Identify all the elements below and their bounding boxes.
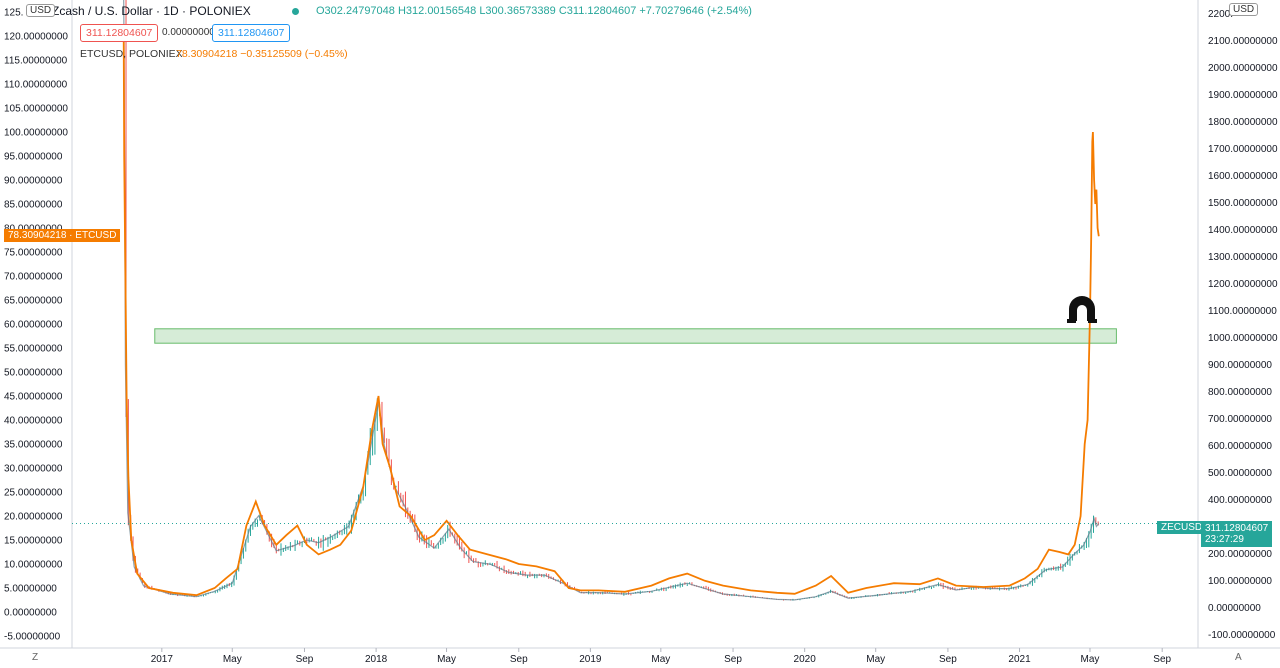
left-tick-label: -5.00000000 xyxy=(4,632,61,643)
time-tick-label: May xyxy=(1081,654,1100,665)
right-tick-label: 2200. xyxy=(1208,9,1233,20)
horseshoe-icon xyxy=(1067,296,1097,323)
time-tick-label: 2017 xyxy=(151,654,174,665)
right-tick-label: 500.00000000 xyxy=(1208,468,1272,479)
resistance-zone[interactable] xyxy=(154,328,1117,344)
etc-price-value: 78.30904218 xyxy=(8,230,67,241)
market-status-dot xyxy=(292,8,299,15)
right-tick-label: 1200.00000000 xyxy=(1208,279,1278,290)
left-tick-label: 85.00000000 xyxy=(4,200,63,211)
left-tick-label: 95.00000000 xyxy=(4,152,63,163)
left-tick-label: 20.00000000 xyxy=(4,512,63,523)
right-tick-label: 900.00000000 xyxy=(1208,360,1272,371)
right-scale-mode-button[interactable]: A xyxy=(1235,652,1242,663)
left-tick-label: 10.00000000 xyxy=(4,560,63,571)
left-tick-label: 40.00000000 xyxy=(4,416,63,427)
left-tick-label: 30.00000000 xyxy=(4,464,63,475)
bar-countdown: 23:27:29 xyxy=(1205,534,1244,545)
left-tick-label: 75.00000000 xyxy=(4,248,63,259)
left-tick-label: 115.00000000 xyxy=(4,56,68,67)
time-tick-label: 2019 xyxy=(579,654,602,665)
time-tick-label: 2021 xyxy=(1008,654,1031,665)
left-tick-label: 70.00000000 xyxy=(4,272,63,283)
ohlc-readout: O302.24797048 H312.00156548 L300.3657338… xyxy=(316,5,752,17)
time-tick-label: Sep xyxy=(510,654,528,665)
left-tick-label: 120.00000000 xyxy=(4,32,68,43)
left-tick-label: 35.00000000 xyxy=(4,440,63,451)
time-tick-label: 2020 xyxy=(794,654,817,665)
left-currency-label[interactable]: USD xyxy=(26,4,56,17)
zec-price-value: 311.12804607 xyxy=(1205,523,1269,534)
right-tick-label: 1400.00000000 xyxy=(1208,225,1278,236)
left-scale-mode-button[interactable]: Z xyxy=(32,652,39,663)
left-tick-label: 110.00000000 xyxy=(4,80,68,91)
left-tick-label: 5.00000000 xyxy=(4,584,57,595)
left-tick-label: 50.00000000 xyxy=(4,368,63,379)
right-tick-label: 1600.00000000 xyxy=(1208,171,1278,182)
time-tick-label: May xyxy=(866,654,885,665)
left-tick-label: 60.00000000 xyxy=(4,320,63,331)
symbol-title[interactable]: Zcash / U.S. Dollar · 1D · POLONIEX xyxy=(52,4,251,18)
time-tick-label: May xyxy=(651,654,670,665)
right-tick-label: 700.00000000 xyxy=(1208,414,1272,425)
right-tick-label: 600.00000000 xyxy=(1208,441,1272,452)
right-tick-label: 200.00000000 xyxy=(1208,549,1272,560)
etc-line xyxy=(122,35,1100,597)
time-tick-label: Sep xyxy=(939,654,957,665)
left-tick-label: 125. xyxy=(4,8,23,19)
compare-symbol[interactable]: ETCUSD, POLONIEX xyxy=(80,48,183,60)
right-tick-label: 1300.00000000 xyxy=(1208,252,1278,263)
right-tick-label: 800.00000000 xyxy=(1208,387,1272,398)
left-tick-label: 45.00000000 xyxy=(4,392,63,403)
etc-series xyxy=(122,35,1100,597)
time-tick-label: Sep xyxy=(724,654,742,665)
right-currency-label[interactable]: USD xyxy=(1229,3,1259,16)
right-tick-label: 1500.00000000 xyxy=(1208,198,1278,209)
time-tick-label: May xyxy=(437,654,456,665)
left-tick-label: 55.00000000 xyxy=(4,344,63,355)
etc-price-tag: 78.30904218 · ETCUSD xyxy=(4,229,121,242)
left-tick-label: 100.00000000 xyxy=(4,128,68,139)
sell-price-button[interactable]: 311.12804607 xyxy=(80,24,159,42)
zec-symbol-tag: ZECUSD xyxy=(1157,521,1207,534)
right-price-scale[interactable]: 2200. 2100.00000000 2000.00000000 1900.0000… xyxy=(1208,9,1278,641)
left-tick-label: 105.00000000 xyxy=(4,104,68,115)
right-tick-label: 1800.00000000 xyxy=(1208,117,1278,128)
right-tick-label: -100.00000000 xyxy=(1208,630,1276,641)
right-tick-label: 1700.00000000 xyxy=(1208,144,1278,155)
time-scale[interactable]: 2017 May Sep 2018 May Sep 2019 May Sep 2020 May Sep… xyxy=(151,648,1172,665)
right-tick-label: 400.00000000 xyxy=(1208,495,1272,506)
zec-close-line xyxy=(123,0,1100,601)
left-tick-label: 65.00000000 xyxy=(4,296,63,307)
right-tick-label: 0.00000000 xyxy=(1208,603,1261,614)
right-tick-label: 1900.00000000 xyxy=(1208,90,1278,101)
time-tick-label: May xyxy=(223,654,242,665)
time-tick-label: Sep xyxy=(296,654,314,665)
left-price-scale[interactable]: 125. 120.00000000 115.00000000 110.00000000… xyxy=(4,8,68,643)
left-tick-label: 15.00000000 xyxy=(4,536,63,547)
left-tick-label: 90.00000000 xyxy=(4,176,63,187)
right-tick-label: 1000.00000000 xyxy=(1208,333,1278,344)
compare-values: 78.30904218 −0.35125509 (−0.45%) xyxy=(176,48,348,60)
left-tick-label: 0.00000000 xyxy=(4,608,57,619)
right-tick-label: 100.00000000 xyxy=(1208,576,1272,587)
etc-symbol-label: ETCUSD xyxy=(75,230,117,241)
time-tick-label: 2018 xyxy=(365,654,388,665)
zone-rect xyxy=(154,328,1117,344)
spread-readout: 0.00000000 xyxy=(162,27,215,38)
left-tick-label: 25.00000000 xyxy=(4,488,63,499)
right-tick-label: 2000.00000000 xyxy=(1208,63,1278,74)
time-tick-label: Sep xyxy=(1153,654,1171,665)
right-tick-label: 1100.00000000 xyxy=(1208,306,1277,317)
right-tick-label: 2100.00000000 xyxy=(1208,36,1278,47)
buy-price-button[interactable]: 311.12804607 xyxy=(212,24,291,42)
zec-price-tag: 311.12804607 23:27:29 xyxy=(1201,521,1273,547)
